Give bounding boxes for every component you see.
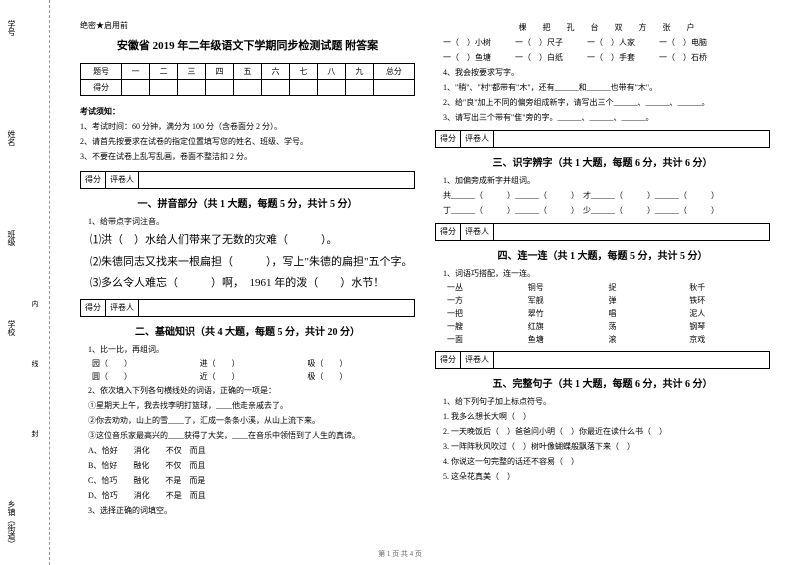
binding-label: 乡镇（街道） <box>6 500 17 548</box>
grader-label: 评卷人 <box>106 300 139 316</box>
grader-label: 评卷人 <box>461 224 494 240</box>
notice-item: 3、不要在试卷上乱写乱画，卷面不整洁扣 2 分。 <box>80 151 415 163</box>
question-lead: 4、我会按要求写字。 <box>443 67 770 79</box>
page-footer: 第 1 页 共 4 页 <box>0 549 800 559</box>
score-bar: 得分 评卷人 <box>435 223 770 241</box>
match-row: 一把翠竹唱泥人 <box>447 308 770 319</box>
exam-notice: 考试须知： 1、考试时间：60 分钟，满分为 100 分（含卷面分 2 分）。 … <box>80 106 415 163</box>
cell: 题号 <box>81 64 122 80</box>
word-bank: 棵 把 孔 台 双 方 张 户 <box>443 22 770 35</box>
question-line: ②你去劝劝，山上的雪____了，汇成一条条小溪，从山上流下来。 <box>88 415 415 427</box>
question-item: 4. 你说这一句完整的话还不容易（ ） <box>443 456 770 468</box>
binding-label: 班级 <box>6 230 17 246</box>
fill-row: 一（ ）小树 一（ ）尺子 一（ ）人家 一（ ）电脑 <box>443 37 770 50</box>
binding-label: 姓名 <box>6 130 17 146</box>
question-lead: 1、词语巧搭配，连一连。 <box>443 268 770 280</box>
score-table: 题号 一 二 三 四 五 六 七 八 九 总分 得分 <box>80 63 415 96</box>
match-row: 一方军舰弹铁环 <box>447 295 770 306</box>
section-title: 四、连一连（共 1 大题，每题 5 分，共计 5 分） <box>435 247 770 262</box>
question-line: ③这位音乐家最高兴的____获得了大奖，____在音乐中领悟到了人生的真谛。 <box>88 430 415 442</box>
question-item: 3. 一阵阵秋风吹过（ ）树叶像蝴蝶般飘落下来（ ） <box>443 441 770 453</box>
cell: 一 <box>122 64 150 80</box>
match-row: 一面鱼塘滚京戏 <box>447 334 770 345</box>
binding-label: 学校 <box>6 320 17 336</box>
question-lead: 3、选择正确的词填空。 <box>88 505 415 517</box>
score-label: 得分 <box>436 352 461 368</box>
fill-row: 丁______（ ）______（ ） 少______（ ）______（ ） <box>443 205 770 217</box>
section-title: 三、识字辨字（共 1 大题，每题 6 分，共计 6 分） <box>435 154 770 169</box>
binding-inner: 封 <box>30 430 40 437</box>
cell: 六 <box>261 64 289 80</box>
question-lead: 1、比一比，再组词。 <box>88 344 415 356</box>
question-item: ⑶多么令人难忘（ ）啊， 1961 年的泼（ ）水节！ <box>90 275 415 293</box>
question-item: 2、给"良"加上不同的偏旁组成新字，请写出三个______、______、___… <box>443 97 770 109</box>
option: A、恰好 消化 不仅 而且 <box>88 445 415 457</box>
cell: 九 <box>345 64 373 80</box>
fill-row: 一（ ）鱼塘 一（ ）白纸 一（ ）手套 一（ ）石桥 <box>443 52 770 65</box>
word-row: 园（ ） 进（ ） 吸（ ） <box>92 358 415 369</box>
binding-inner: 内 <box>30 300 40 307</box>
option: D、恰巧 消化 不是 而且 <box>88 490 415 502</box>
question-item: 1. 我多么想长大啊（ ） <box>443 411 770 423</box>
score-label: 得分 <box>436 224 461 240</box>
notice-item: 1、考试时间：60 分钟，满分为 100 分（含卷面分 2 分）。 <box>80 121 415 133</box>
question-line: ①星期天上午，我去找李明打篮球，____他走亲戚去了。 <box>88 400 415 412</box>
score-bar: 得分 评卷人 <box>435 351 770 369</box>
cell: 二 <box>150 64 178 80</box>
word-row: 圆（ ） 近（ ） 极（ ） <box>92 371 415 382</box>
score-bar: 得分 评卷人 <box>80 299 415 317</box>
score-bar: 得分 评卷人 <box>80 171 415 189</box>
cell: 三 <box>178 64 206 80</box>
question-item: 5. 这朵花真美（ ） <box>443 471 770 483</box>
section-title: 二、基础知识（共 4 大题，每题 5 分，共计 20 分） <box>80 323 415 338</box>
cell: 得分 <box>81 80 122 96</box>
binding-inner: 线 <box>30 360 40 367</box>
binding-label: 学号 <box>6 20 17 36</box>
question-item: 3、请写出三个带有"隹"旁的字。______、______、______。 <box>443 112 770 124</box>
cell: 五 <box>234 64 262 80</box>
score-label: 得分 <box>436 131 461 147</box>
question-item: 2. 一天晚饭后（ ）爸爸问小明（ ）你最近在读什么书（ ） <box>443 426 770 438</box>
question-lead: 2、依次填入下列各句横线处的词语，正确的一项是： <box>88 385 415 397</box>
section-title: 一、拼音部分（共 1 大题，每题 5 分，共计 5 分） <box>80 195 415 210</box>
right-column: 棵 把 孔 台 双 方 张 户 一（ ）小树 一（ ）尺子 一（ ）人家 一（ … <box>425 20 780 555</box>
notice-item: 2、请首先按要求在试卷的指定位置填写您的姓名、班级、学号。 <box>80 136 415 148</box>
match-row: 一丛铜号捉秋千 <box>447 282 770 293</box>
match-row: 一艘红旗荡钢琴 <box>447 321 770 332</box>
left-column: 绝密★启用前 安徽省 2019 年二年级语文下学期同步检测试题 附答案 题号 一… <box>70 20 425 555</box>
section-title: 五、完整句子（共 1 大题，每题 6 分，共计 6 分） <box>435 375 770 390</box>
grader-label: 评卷人 <box>106 172 139 188</box>
cell: 八 <box>317 64 345 80</box>
question-item: 1、"稍"、"村"都带有"木"，还有______和______也带有"木"。 <box>443 82 770 94</box>
table-row: 得分 <box>81 80 415 96</box>
option: B、恰好 融化 不仅 而且 <box>88 460 415 472</box>
score-label: 得分 <box>81 172 106 188</box>
score-label: 得分 <box>81 300 106 316</box>
grader-label: 评卷人 <box>461 131 494 147</box>
notice-heading: 考试须知： <box>80 106 415 118</box>
score-bar: 得分 评卷人 <box>435 130 770 148</box>
cell: 总分 <box>373 64 414 80</box>
cell: 七 <box>289 64 317 80</box>
binding-margin: 学号 姓名 班级 学校 乡镇（街道） 内 线 封 <box>0 0 50 565</box>
exam-title: 安徽省 2019 年二年级语文下学期同步检测试题 附答案 <box>80 37 415 53</box>
question-lead: 1、给带点字词注音。 <box>88 216 415 228</box>
grader-label: 评卷人 <box>461 352 494 368</box>
table-row: 题号 一 二 三 四 五 六 七 八 九 总分 <box>81 64 415 80</box>
option: C、恰巧 融化 不是 而是 <box>88 475 415 487</box>
confidential-label: 绝密★启用前 <box>80 20 415 31</box>
question-lead: 1、给下列句子加上标点符号。 <box>443 396 770 408</box>
question-item: ⑴洪（ ）水给人们带来了无数的灾难（ ）。 <box>90 232 415 250</box>
fill-row: 共______（ ）______（ ） 才______（ ）______（ ） <box>443 190 770 202</box>
cell: 四 <box>206 64 234 80</box>
question-item: ⑵朱德同志又找来一根扁担（ ），写上"朱德的扁担"五个字。 <box>90 254 415 272</box>
question-lead: 1、加偏旁成新字并组词。 <box>443 175 770 187</box>
content-area: 绝密★启用前 安徽省 2019 年二年级语文下学期同步检测试题 附答案 题号 一… <box>50 0 800 565</box>
